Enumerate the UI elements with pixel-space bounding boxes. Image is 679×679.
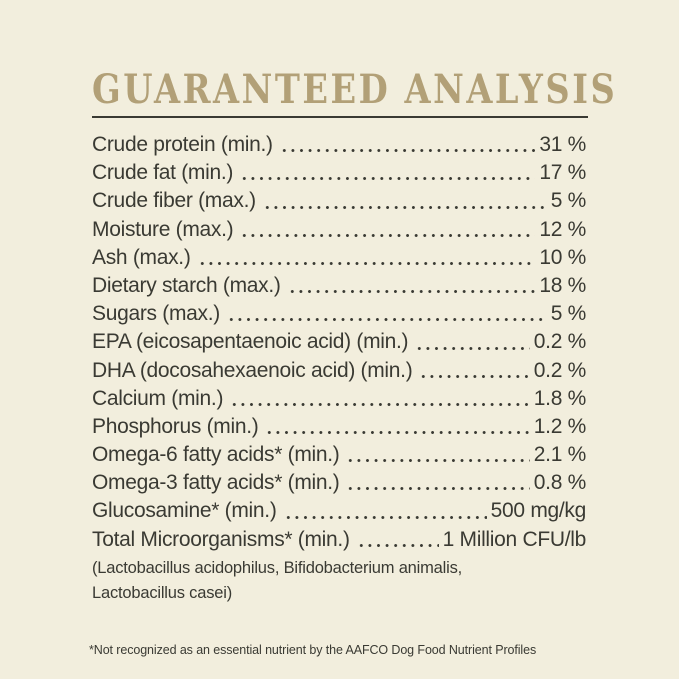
row-label: Sugars (max.) <box>92 302 220 326</box>
analysis-row: Calcium (min.) 1.8 % <box>92 384 587 413</box>
row-value: 12 % <box>539 217 586 241</box>
row-label: Ash (max.) <box>92 245 191 269</box>
row-value: 17 % <box>539 161 586 185</box>
analysis-row: DHA (docosahexaenoic acid) (min.) 0.2 % <box>92 356 587 385</box>
dot-leader <box>344 469 530 498</box>
dot-leader <box>238 159 536 188</box>
analysis-row: Crude fiber (max.) 5 % <box>92 187 587 216</box>
dot-leader <box>413 328 530 357</box>
analysis-row: Phosphorus (min.) 1.2 % <box>92 412 587 442</box>
dot-leader <box>224 300 547 329</box>
dot-leader <box>228 384 530 413</box>
analysis-row: Ash (max.) 10 % <box>92 243 586 272</box>
row-value: 18 % <box>539 273 586 297</box>
analysis-row: Omega-6 fatty acids* (min.) 2.1 % <box>92 441 587 470</box>
row-value: 1.8 % <box>533 386 587 410</box>
dot-leader <box>260 187 547 216</box>
microorganisms-note: (Lactobacillus acidophilus, Bifidobacter… <box>92 558 463 602</box>
row-value: 0.2 % <box>533 358 587 382</box>
dot-leader <box>263 412 530 442</box>
row-value: 0.8 % <box>533 471 587 495</box>
title-underline <box>92 116 588 118</box>
analysis-row: Crude fat (min.) 17 % <box>92 159 586 188</box>
row-value: 2.1 % <box>533 443 587 467</box>
analysis-row: Sugars (max.) 5 % <box>92 300 587 329</box>
row-value: 0.2 % <box>533 330 587 354</box>
analysis-row: Total Microorganisms* (min.) 1 Million C… <box>92 525 587 554</box>
row-value: 5 % <box>550 302 587 326</box>
row-value: 1.2 % <box>533 414 587 438</box>
row-label: Crude fiber (max.) <box>92 189 256 213</box>
row-value: 500 mg/kg <box>490 499 587 523</box>
row-label: Glucosamine* (min.) <box>92 499 277 523</box>
row-value: 5 % <box>550 189 587 213</box>
dot-leader <box>281 497 487 526</box>
row-label: Calcium (min.) <box>92 386 224 410</box>
analysis-table: Crude protein (min.) 31 % Crude fat (min… <box>92 131 586 554</box>
dot-leader <box>195 243 536 272</box>
row-label: DHA (docosahexaenoic acid) (min.) <box>92 358 413 382</box>
row-value: 1 Million CFU/lb <box>442 527 587 551</box>
aafco-footnote: *Not recognized as an essential nutrient… <box>89 643 537 657</box>
row-label: Crude protein (min.) <box>92 133 273 156</box>
row-label: Crude fat (min.) <box>92 161 234 185</box>
row-value: 10 % <box>539 245 586 269</box>
row-label: Dietary starch (max.) <box>92 273 281 297</box>
row-label: Omega-3 fatty acids* (min.) <box>92 471 340 495</box>
dot-leader <box>344 441 530 470</box>
row-label: Moisture (max.) <box>92 217 234 241</box>
dot-leader <box>285 271 536 301</box>
dot-leader <box>277 131 536 160</box>
row-value: 31 % <box>539 133 586 156</box>
analysis-row: Dietary starch (max.) 18 % <box>92 271 586 301</box>
analysis-row: Crude protein (min.) 31 % <box>92 131 586 160</box>
dot-leader <box>417 356 530 385</box>
analysis-row: Moisture (max.) 12 % <box>92 215 586 244</box>
analysis-row: Omega-3 fatty acids* (min.) 0.8 % <box>92 469 587 498</box>
row-label: EPA (eicosapentaenoic acid) (min.) <box>92 330 409 354</box>
row-label: Omega-6 fatty acids* (min.) <box>92 443 340 467</box>
analysis-row: Glucosamine* (min.) 500 mg/kg <box>92 497 587 526</box>
page-title: GUARANTEED ANALYSIS <box>92 66 618 113</box>
row-label: Phosphorus (min.) <box>92 414 259 438</box>
analysis-row: EPA (eicosapentaenoic acid) (min.) 0.2 % <box>92 328 587 357</box>
row-label: Total Microorganisms* (min.) <box>92 527 350 551</box>
dot-leader <box>238 215 536 244</box>
dot-leader <box>354 525 439 554</box>
